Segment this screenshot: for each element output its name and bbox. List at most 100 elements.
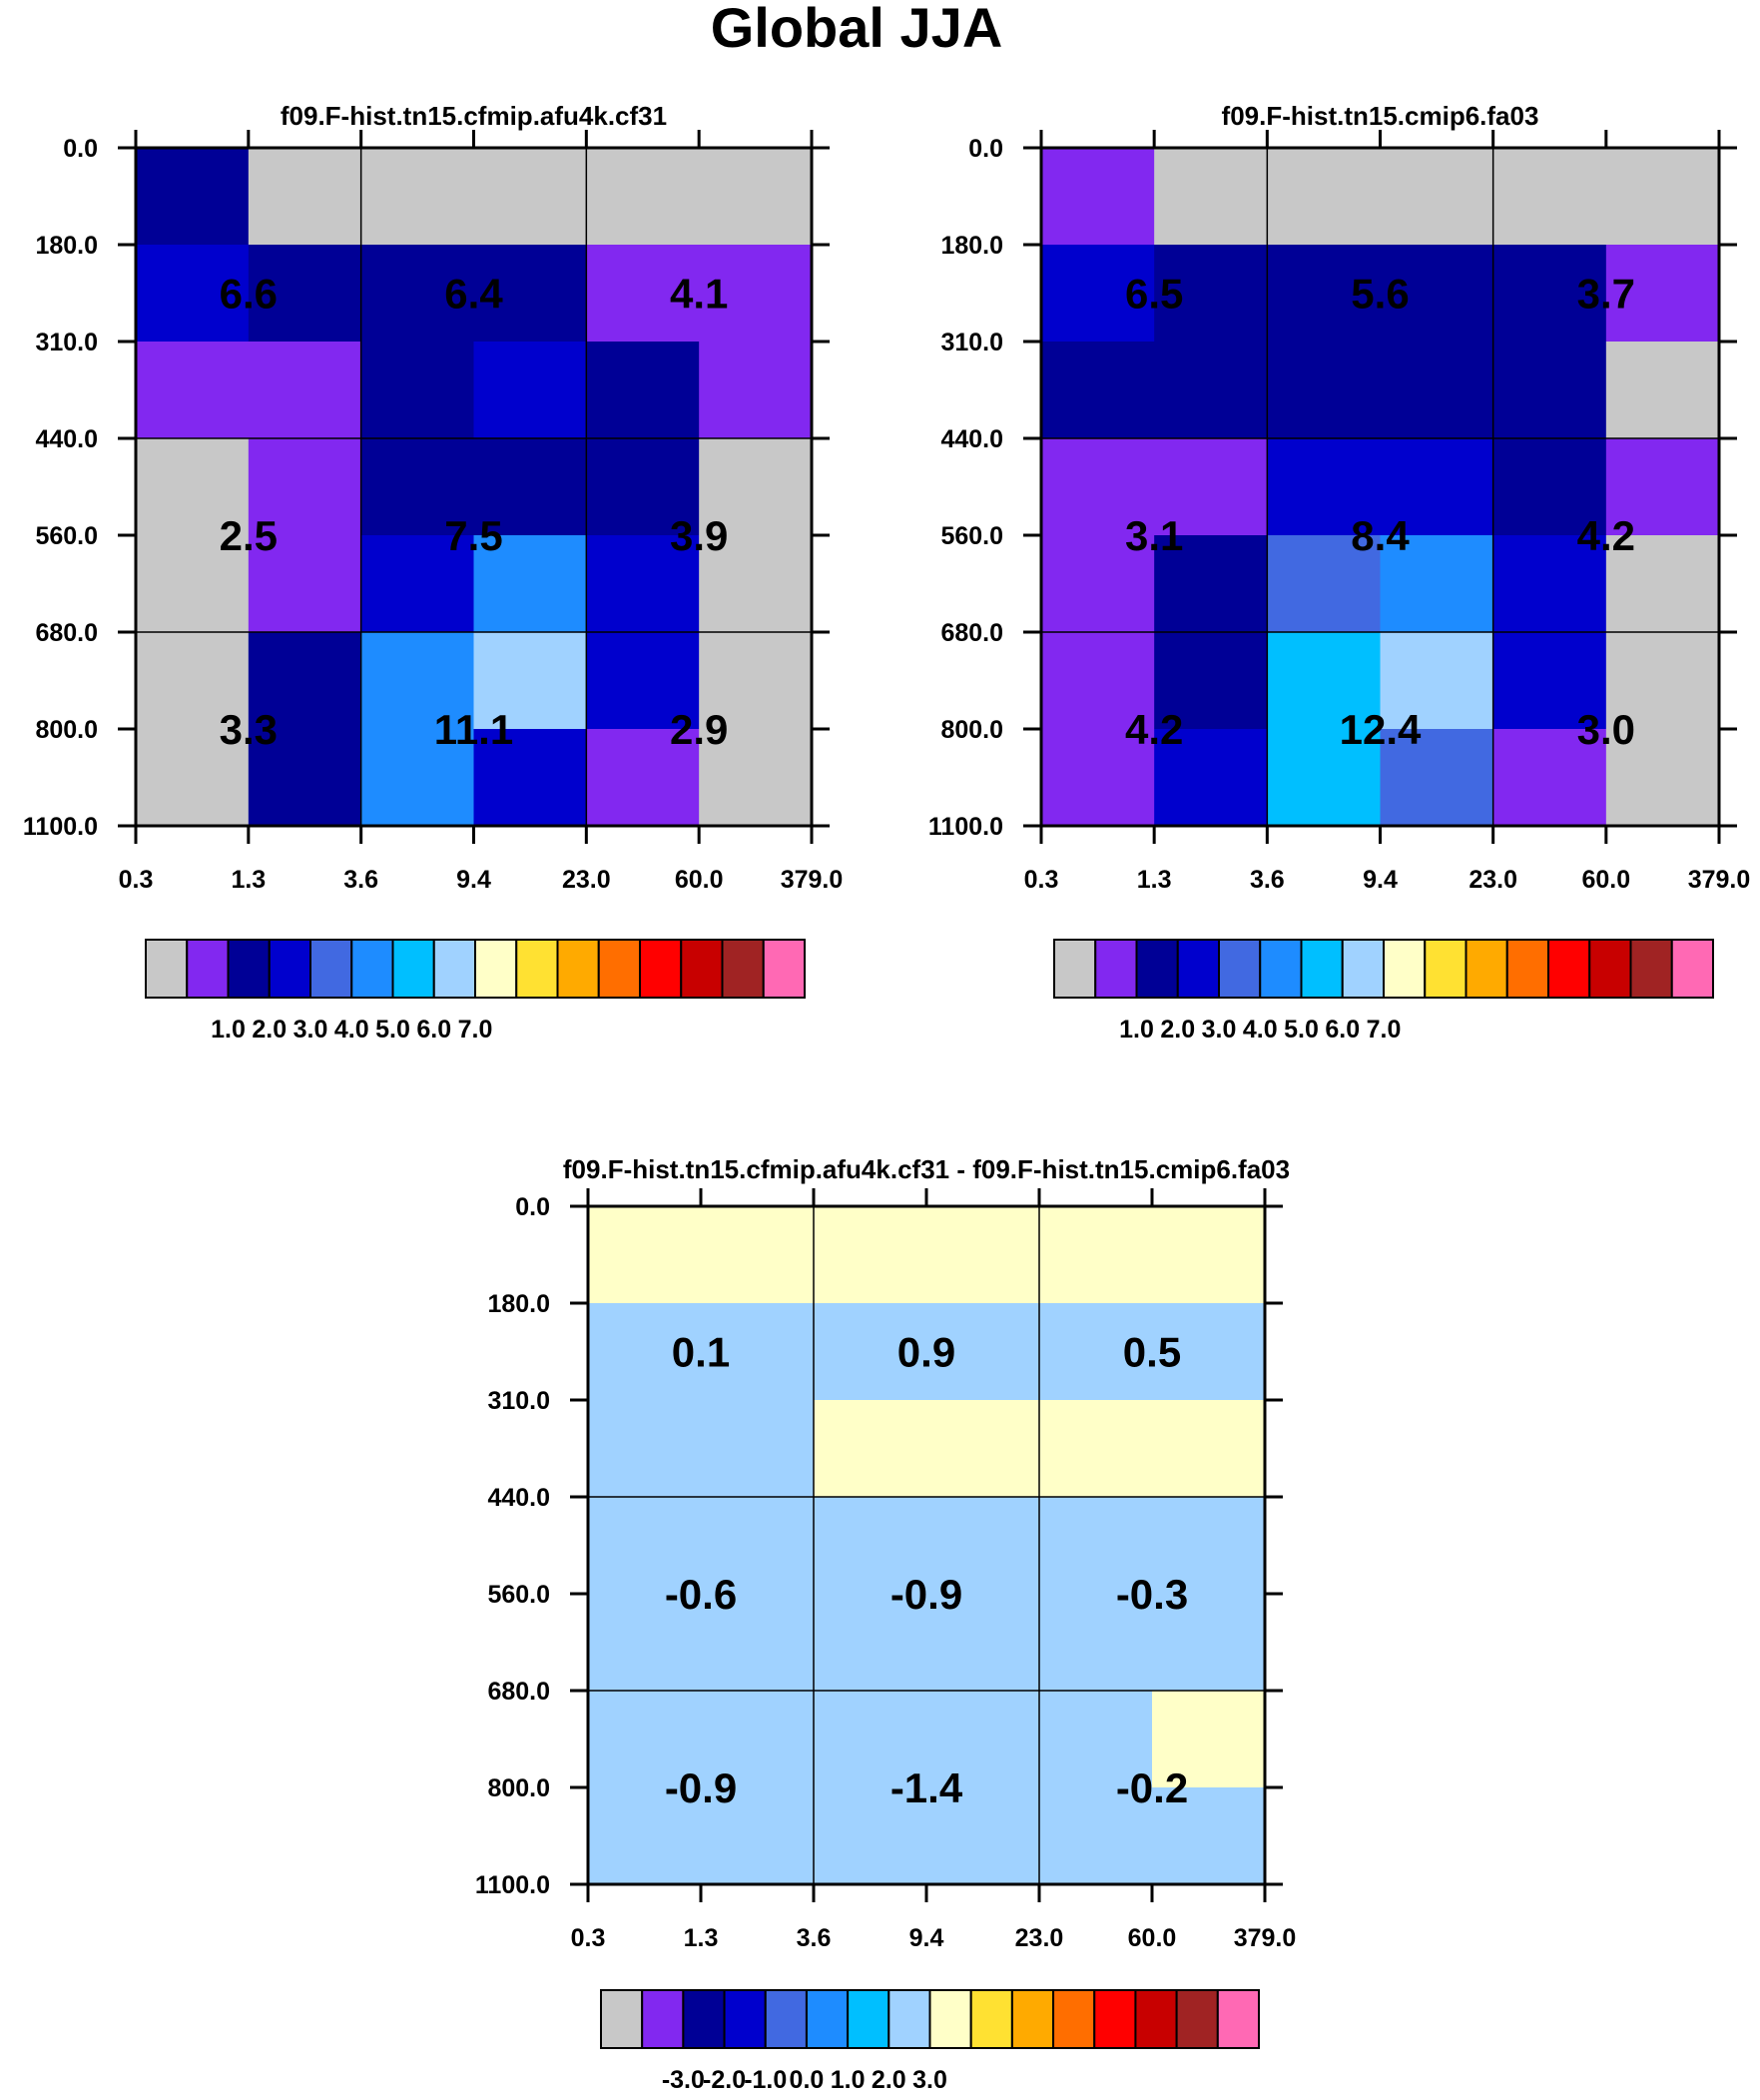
y-tick-label: 440.0 xyxy=(35,425,98,453)
heatmap-cell xyxy=(1267,245,1382,343)
colorbar-tick-label: 4.0 xyxy=(334,1016,369,1044)
heatmap-cell xyxy=(1154,342,1268,439)
heatmap-cell xyxy=(1039,1787,1153,1885)
y-tick-label: 180.0 xyxy=(35,232,98,260)
colorbar-tick-label: 4.0 xyxy=(1243,1016,1278,1044)
heatmap-cell xyxy=(1380,535,1494,633)
cell-value-label: 4.2 xyxy=(1125,706,1183,753)
cell-value-label: 3.3 xyxy=(220,706,278,753)
x-tick-label: 0.3 xyxy=(571,1924,606,1952)
heatmap-cell xyxy=(1039,1206,1153,1304)
heatmap-cell xyxy=(1380,438,1494,536)
heatmap-cell xyxy=(1039,1497,1153,1595)
heatmap-cell xyxy=(586,632,700,730)
x-tick-label: 379.0 xyxy=(781,866,844,894)
heatmap-cell xyxy=(1492,245,1607,343)
colorbar-box xyxy=(1052,1989,1096,2049)
y-tick-label: 1100.0 xyxy=(475,1871,550,1899)
colorbar-box xyxy=(721,939,765,999)
heatmap-cell xyxy=(473,632,587,730)
y-tick-label: 680.0 xyxy=(35,619,98,647)
heatmap-cell xyxy=(1267,148,1382,246)
heatmap-cell xyxy=(1154,245,1268,343)
y-tick-label: 560.0 xyxy=(940,522,1003,550)
heatmap-cell xyxy=(1492,729,1607,827)
panel-control-cmip6: f09.F-hist.tn15.cmip6.fa03 0.0 180.0 310.0 4… xyxy=(928,101,1750,1044)
x-tick-label: 9.4 xyxy=(456,866,491,894)
colorbar-box xyxy=(227,939,271,999)
colorbar-box xyxy=(1670,939,1714,999)
colorbar-box xyxy=(1218,939,1262,999)
heatmap-cell xyxy=(1492,342,1607,439)
y-tick-label: 310.0 xyxy=(35,329,98,356)
colorbar-box xyxy=(1135,939,1179,999)
y-tick-label: 800.0 xyxy=(487,1774,550,1802)
colorbar-tick-label: 0.0 xyxy=(790,2066,825,2094)
heatmap-cell xyxy=(586,148,700,246)
colorbar-box xyxy=(641,1989,685,2049)
cell-value-label: 4.1 xyxy=(670,271,728,318)
heatmap-cell xyxy=(1039,1594,1153,1692)
heatmap-cell xyxy=(360,729,475,827)
colorbar-box xyxy=(680,939,724,999)
heatmap-cell xyxy=(1380,632,1494,730)
heatmap-cell xyxy=(1492,148,1607,246)
heatmap-cell xyxy=(1380,729,1494,827)
heatmap-cell xyxy=(1605,535,1720,633)
y-tick-label: 560.0 xyxy=(35,522,98,550)
colorbar-box xyxy=(350,939,394,999)
colorbar-tick-label: 3.0 xyxy=(912,2066,947,2094)
heatmap-cell xyxy=(1605,438,1720,536)
cell-value-label: -0.2 xyxy=(1116,1764,1188,1811)
heatmap-cell xyxy=(136,342,250,439)
x-tick-label: 60.0 xyxy=(1581,866,1630,894)
y-tick-label: 680.0 xyxy=(487,1678,550,1706)
heatmap-cell xyxy=(1152,1497,1266,1595)
heatmap-cell xyxy=(588,1787,702,1885)
heatmap-cell xyxy=(699,632,813,730)
x-tick-label: 379.0 xyxy=(1688,866,1751,894)
colorbar-tick-label: 2.0 xyxy=(252,1016,287,1044)
colorbar-tick-label: 2.0 xyxy=(872,2066,906,2094)
heatmap-cell xyxy=(1152,1400,1266,1498)
colorbar-box xyxy=(1175,1989,1219,2049)
heatmap-cell xyxy=(926,1400,1040,1498)
y-tick-label: 440.0 xyxy=(487,1484,550,1512)
colorbar-box xyxy=(1341,939,1385,999)
cell-value-label: 3.7 xyxy=(1577,271,1635,318)
heatmap-cell xyxy=(926,1691,1040,1788)
heatmap-cell xyxy=(814,1400,927,1498)
heatmap-cell xyxy=(701,1400,815,1498)
colorbar-box xyxy=(391,939,435,999)
heatmap-cell xyxy=(814,1691,927,1788)
heatmap-cell xyxy=(588,1206,702,1304)
heatmap-cell xyxy=(588,1594,702,1692)
colorbar-tick-label: 1.0 xyxy=(831,2066,866,2094)
heatmap-cell xyxy=(248,245,362,343)
heatmap-cell xyxy=(1267,438,1382,536)
colorbar-box xyxy=(762,939,806,999)
cell-value-label: 8.4 xyxy=(1351,512,1410,559)
panel-control-cfmip: f09.F-hist.tn15.cfmip.afu4k.cf31 0.0 180.0… xyxy=(23,101,843,1044)
heatmap-cell xyxy=(701,1787,815,1885)
heatmap-cell xyxy=(136,148,250,246)
colorbar-box xyxy=(1010,1989,1055,2049)
colorbar-box xyxy=(556,939,600,999)
cell-value-label: 2.5 xyxy=(220,512,278,559)
cell-value-label: -0.9 xyxy=(890,1571,962,1618)
colorbar-box xyxy=(1093,1989,1137,2049)
heatmap-cell xyxy=(586,729,700,827)
heatmap-cell xyxy=(814,1594,927,1692)
y-tick-label: 0.0 xyxy=(63,135,98,163)
heatmap-cell xyxy=(1041,729,1155,827)
x-tick-label: 379.0 xyxy=(1234,1924,1297,1952)
heatmap-cell xyxy=(926,1594,1040,1692)
heatmap-cell xyxy=(248,438,362,536)
heatmap-cell xyxy=(360,342,475,439)
heatmap-cell xyxy=(926,1303,1040,1401)
panel-title: f09.F-hist.tn15.cfmip.afu4k.cf31 - f09.F… xyxy=(563,1154,1290,1184)
heatmap-cell xyxy=(926,1497,1040,1595)
heatmap-cell xyxy=(1041,342,1155,439)
y-tick-label: 310.0 xyxy=(487,1387,550,1415)
heatmap-cell xyxy=(1154,148,1268,246)
